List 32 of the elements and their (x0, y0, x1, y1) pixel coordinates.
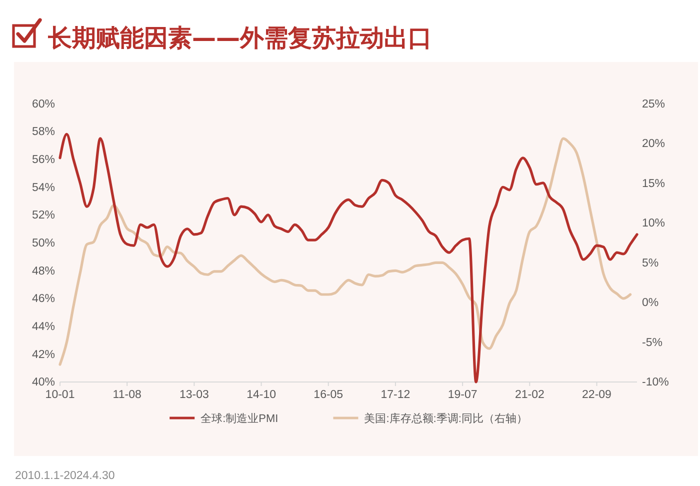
x-tick-label: 10-01 (45, 389, 75, 402)
y2-tick-label: 20% (642, 138, 666, 150)
legend-label: 美国:库存总额:季调:同比（右轴） (364, 412, 528, 425)
y2-tick-label: 10% (642, 218, 666, 230)
x-tick-label: 21-02 (514, 389, 544, 402)
x-tick-label: 17-12 (380, 389, 410, 402)
x-tick-label: 22-09 (582, 389, 612, 402)
y-tick-label: 56% (32, 154, 55, 166)
y2-tick-label: -10% (642, 376, 669, 389)
x-tick-label: 11-08 (112, 389, 142, 402)
legend-label: 全球:制造业PMI (200, 412, 278, 425)
y-tick-label: 48% (32, 265, 55, 278)
y2-tick-label: 15% (642, 178, 666, 190)
y2-tick-label: -5% (642, 336, 662, 349)
y-tick-label: 50% (32, 237, 55, 250)
y-tick-label: 44% (32, 321, 55, 333)
y2-tick-label: 5% (642, 257, 659, 270)
y-tick-label: 46% (32, 293, 55, 306)
y-tick-label: 42% (32, 348, 55, 361)
y-tick-label: 54% (32, 182, 55, 194)
text: 2010.1.1-2024.4.30 (15, 470, 115, 482)
x-tick-label: 13-03 (179, 389, 209, 402)
y2-tick-label: 25% (642, 98, 666, 110)
y-tick-label: 58% (32, 126, 55, 138)
y-tick-label: 52% (32, 210, 55, 222)
chart-title: 长期赋能因素——外需复苏拉动出口 (47, 24, 432, 52)
x-tick-label: 19-07 (448, 389, 478, 402)
x-tick-label: 16-05 (314, 389, 344, 402)
y-tick-label: 40% (32, 376, 55, 389)
x-tick-label: 14-10 (246, 389, 276, 402)
y2-tick-label: 0% (642, 297, 659, 310)
y-tick-label: 60% (32, 98, 55, 110)
